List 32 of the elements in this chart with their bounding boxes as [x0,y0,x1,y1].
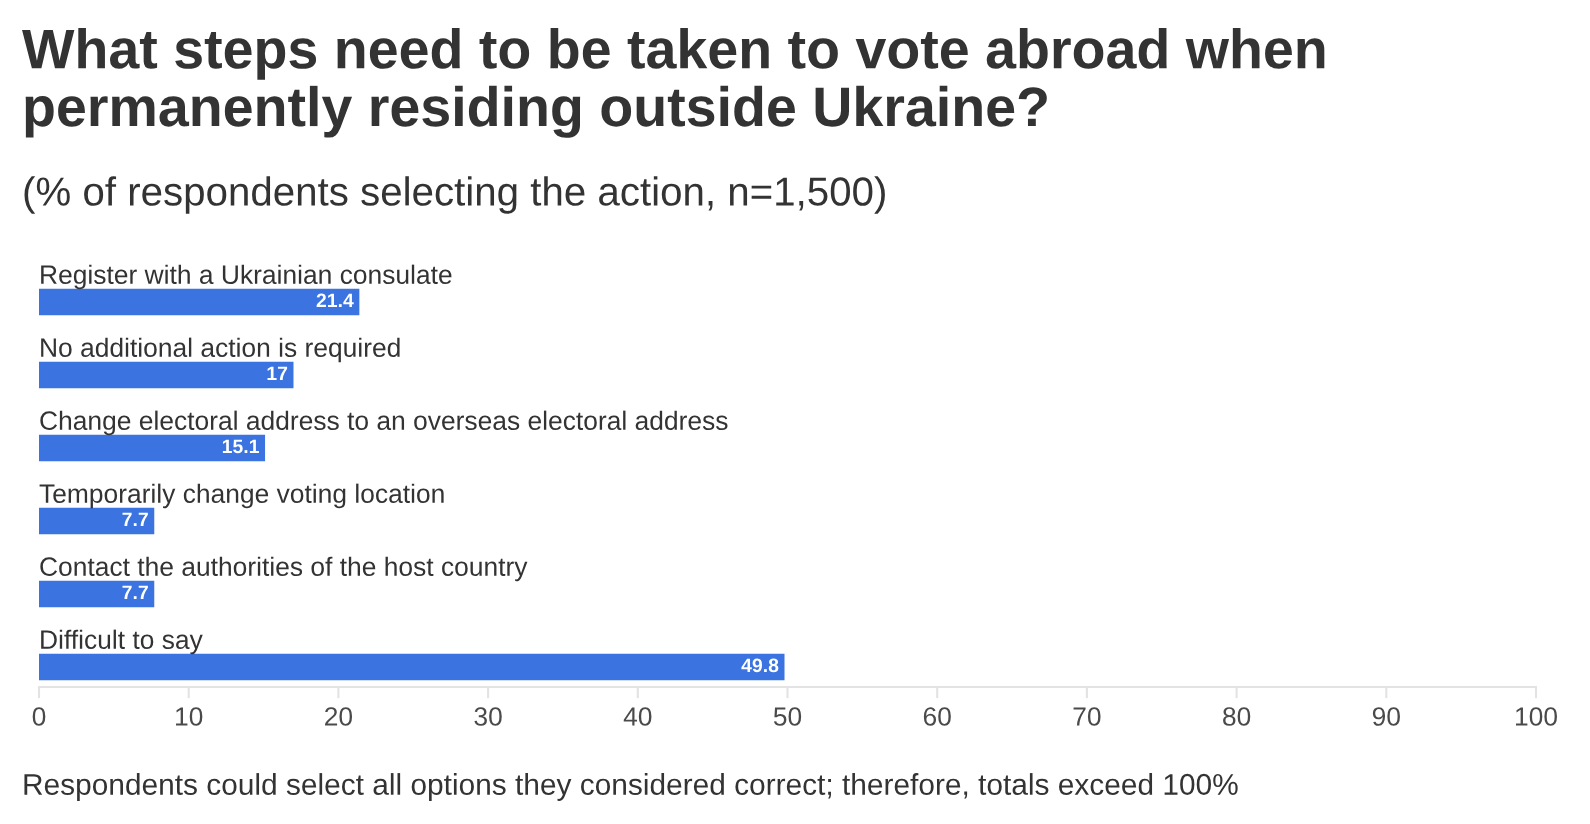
data-label: 49.8 [741,658,779,673]
x-tick-label: 20 [325,707,353,726]
y-tick-label: Contact the authorities of the host country [40,556,528,582]
x-tick-label: 60 [923,707,951,726]
chart-subtitle: (% of respondents selecting the action, n=1,500) [24,176,885,214]
y-tick-label: Difficult to say [41,629,203,655]
data-label: 7.7 [122,585,148,600]
data-label: 21.4 [316,293,354,308]
chart-title: What steps need to be taken to vote abroad when permanently residing outside Ukraine? [22,28,1325,138]
bar [39,361,294,389]
bar [39,580,155,608]
bar [39,434,266,462]
x-tick-label: 100 [1516,707,1557,726]
y-tick-label: Change electoral address to an overseas electoral address [40,410,728,436]
x-tick-label: 80 [1223,707,1251,726]
bar [39,507,155,535]
x-tick-label: 40 [623,707,652,726]
y-tick-label: Temporarily change voting location [39,483,444,509]
data-label: 17 [267,366,288,381]
x-tick-label: 70 [1073,707,1101,726]
x-tick-label: 10 [176,707,203,726]
bar [39,288,360,316]
text: Respondents could select all options they considered correct; therefore, totals exceed 100% [24,773,1238,801]
x-tick-label: 50 [773,707,802,726]
data-label: 7.7 [122,512,148,527]
y-tick-label: Register with a Ukrainian consulate [41,264,452,290]
data-label: 15.1 [222,439,259,454]
x-tick-label: 30 [474,707,502,726]
x-tick-label: 90 [1372,707,1400,726]
bar [39,653,785,681]
y-tick-label: No additional action is required [41,337,400,363]
x-tick-label: 0 [32,707,46,726]
